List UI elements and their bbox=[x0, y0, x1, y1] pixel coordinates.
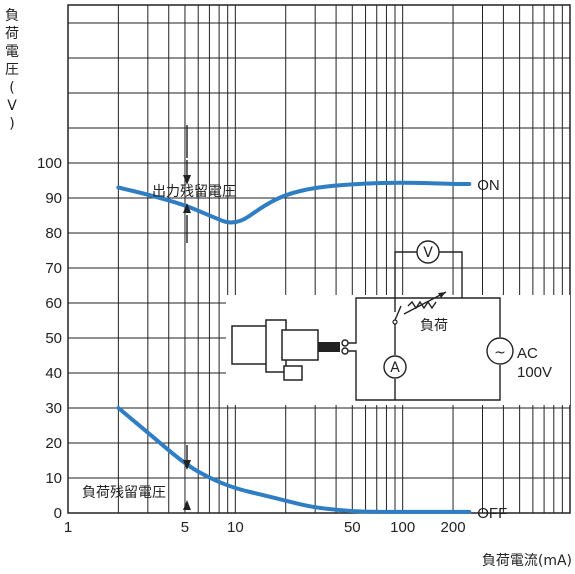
terminal-2 bbox=[341, 347, 349, 355]
x-tick-label: 50 bbox=[344, 519, 361, 536]
switch-blade bbox=[394, 305, 402, 321]
x-tick-label: 100 bbox=[390, 519, 415, 536]
arrow-down-icon-2 bbox=[183, 460, 191, 470]
y-axis-label-char: 荷 bbox=[5, 26, 19, 42]
y-tick-label: 10 bbox=[45, 470, 62, 487]
y-axis-label-char: 負 bbox=[5, 8, 19, 24]
y-axis-label-char: 電 bbox=[5, 44, 19, 60]
variable-arrow-line bbox=[403, 291, 447, 315]
sensor-housing bbox=[281, 329, 319, 361]
wire-bottom bbox=[348, 350, 501, 401]
x-axis-label: 負荷電流(mA) bbox=[482, 553, 572, 569]
plot-frame bbox=[67, 4, 571, 514]
horizontal-gridlines bbox=[68, 22, 570, 479]
wire-top-right bbox=[395, 297, 501, 337]
series-line-off bbox=[116, 406, 472, 514]
sensor-cable bbox=[318, 342, 340, 352]
y-tick-label: 20 bbox=[45, 435, 62, 452]
y-tick-labels: 0 10 20 30 40 50 60 70 80 90 100 bbox=[37, 155, 62, 522]
data-series bbox=[116, 180, 472, 514]
vertical-gridlines bbox=[117, 5, 563, 513]
terminal-1 bbox=[341, 339, 349, 347]
annotation-label: 負荷残留電圧 bbox=[82, 485, 166, 501]
y-tick-label: 90 bbox=[45, 190, 62, 207]
y-axis-label-char: ( bbox=[9, 80, 14, 96]
arrow-down-icon bbox=[183, 175, 191, 185]
x-tick-label: 5 bbox=[181, 519, 189, 536]
series-labels: ON OFF bbox=[477, 177, 507, 522]
switch-contact bbox=[392, 319, 398, 325]
sensor-body bbox=[231, 325, 271, 365]
y-axis-label-char: 圧 bbox=[5, 62, 19, 78]
voltmeter-symbol: V bbox=[423, 245, 433, 261]
y-tick-label: 70 bbox=[45, 260, 62, 277]
ac-source-symbol: ~ bbox=[494, 345, 506, 361]
y-axis-label-char: ) bbox=[9, 116, 14, 132]
y-tick-label: 0 bbox=[54, 505, 62, 522]
series-line-on bbox=[116, 180, 472, 225]
wire-voltmeter-right bbox=[439, 251, 463, 298]
y-tick-label: 100 bbox=[37, 155, 62, 172]
x-tick-labels: 1 5 10 50 100 200 bbox=[64, 519, 466, 536]
x-tick-label: 1 bbox=[64, 519, 72, 536]
arrow-up-icon-2 bbox=[183, 500, 191, 510]
y-tick-label: 40 bbox=[45, 365, 62, 382]
ac-source-icon bbox=[486, 337, 514, 365]
x-tick-label: 200 bbox=[441, 519, 466, 536]
voltage-label: 100V bbox=[517, 364, 552, 381]
arrow-up-icon bbox=[183, 203, 191, 213]
ammeter-symbol: A bbox=[390, 360, 400, 376]
series-label-off: OFF bbox=[477, 505, 507, 522]
sensor-bracket bbox=[283, 365, 303, 381]
y-tick-label: 60 bbox=[45, 295, 62, 312]
voltmeter-icon bbox=[416, 240, 440, 264]
load-residual-arrows bbox=[183, 445, 191, 510]
load-label: 負荷 bbox=[420, 318, 448, 334]
y-tick-label: 80 bbox=[45, 225, 62, 242]
y-axis-label-char: V bbox=[7, 98, 17, 114]
annotation-label: 出力残留電圧 bbox=[152, 184, 236, 200]
series-label-on: ON bbox=[477, 177, 500, 194]
y-tick-label: 50 bbox=[45, 330, 62, 347]
wire-voltmeter-left bbox=[394, 251, 417, 298]
test-circuit-diagram: 負荷 V A ~ AC 100V bbox=[231, 240, 552, 401]
y-tick-label: 30 bbox=[45, 400, 62, 417]
variable-arrow-head-icon bbox=[438, 292, 446, 298]
wire-top-left bbox=[348, 297, 395, 344]
ammeter-icon bbox=[383, 355, 407, 379]
output-residual-arrows bbox=[183, 125, 191, 243]
x-tick-label: 10 bbox=[227, 519, 244, 536]
ac-label: AC bbox=[517, 345, 538, 362]
